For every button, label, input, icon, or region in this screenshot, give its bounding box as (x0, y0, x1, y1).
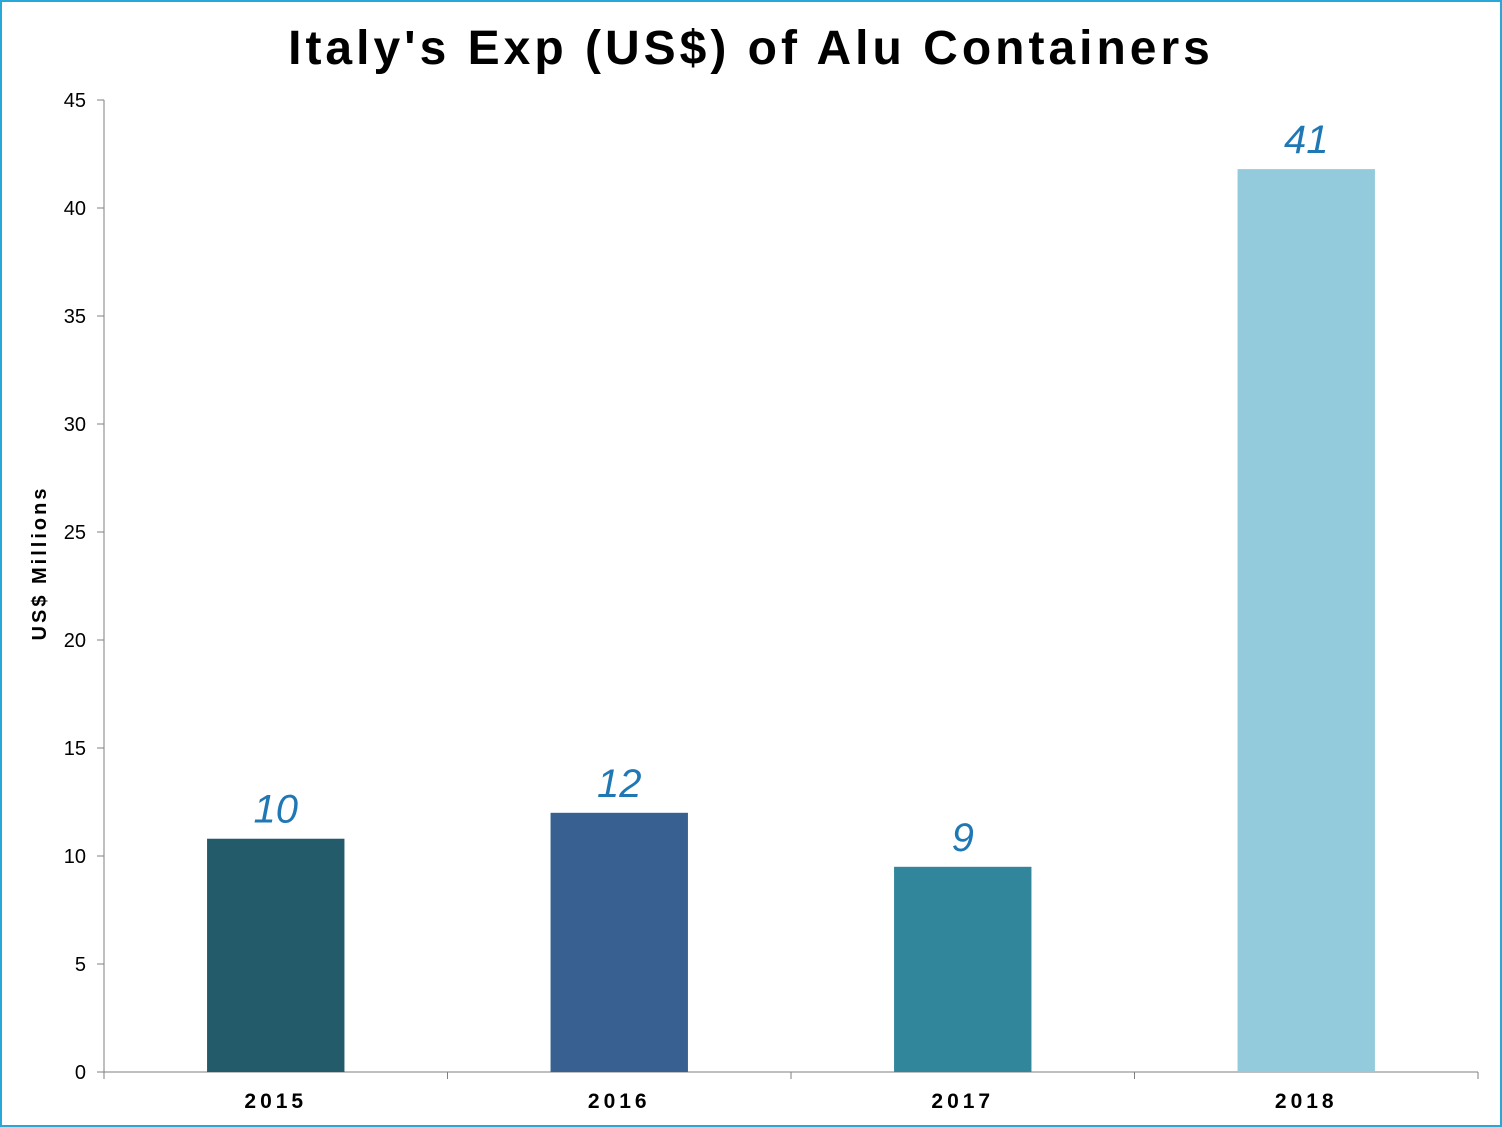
y-tick-label: 35 (64, 306, 86, 328)
y-tick-label: 40 (64, 198, 86, 220)
bar-2018 (1237, 169, 1375, 1072)
data-label-2016: 12 (597, 762, 642, 806)
x-tick-label: 2018 (1275, 1090, 1338, 1113)
y-tick-label: 5 (75, 954, 86, 976)
y-tick-label: 10 (64, 846, 86, 868)
data-labels: 10 12 9 41 (254, 118, 1329, 860)
y-tick-label: 30 (64, 414, 86, 436)
y-tick-label: 15 (64, 738, 86, 760)
bar-2017 (894, 866, 1032, 1072)
y-tick-label: 25 (64, 522, 86, 544)
y-axis-label: US$ Millions (29, 486, 51, 641)
x-tick-label: 2017 (931, 1090, 994, 1113)
x-tick-label: 2016 (588, 1090, 651, 1113)
data-label-2017: 9 (952, 816, 974, 860)
y-tick-label: 0 (75, 1062, 86, 1084)
bar-2016 (550, 812, 688, 1072)
x-axis: 2015 2016 2017 2018 (103, 1071, 1479, 1113)
bars (207, 169, 1375, 1072)
x-tick-label: 2015 (244, 1090, 307, 1113)
y-tick-label: 45 (64, 90, 86, 112)
data-label-2015: 10 (254, 788, 299, 832)
y-tick-label: 20 (64, 630, 86, 652)
data-label-2018: 41 (1284, 118, 1329, 162)
y-axis: 0 5 10 15 20 25 30 35 40 45 (64, 90, 105, 1084)
bar-2015 (207, 838, 345, 1072)
chart-title: Italy's Exp (US$) of Alu Containers (288, 22, 1214, 75)
